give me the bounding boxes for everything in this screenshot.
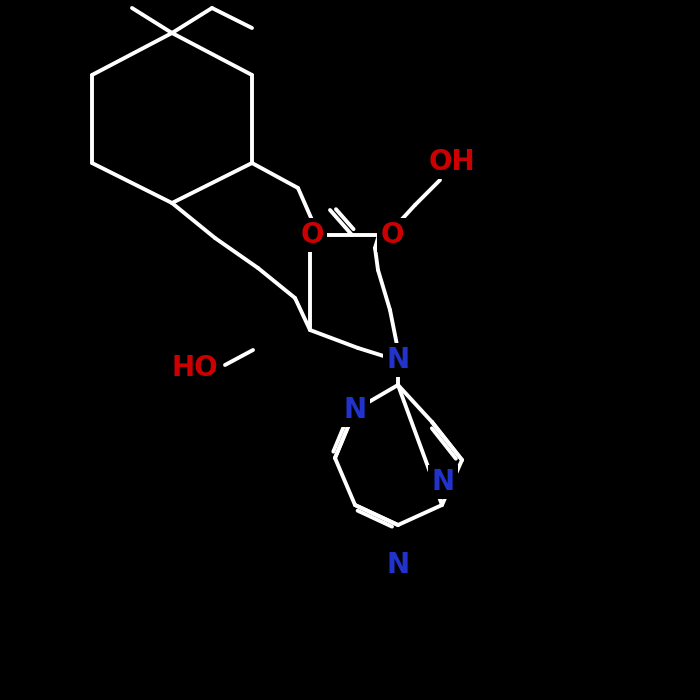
Text: N: N [431,468,454,496]
Text: N: N [386,551,410,579]
Text: N: N [344,396,367,424]
Text: O: O [380,221,404,249]
Text: O: O [300,221,323,249]
Text: N: N [386,346,410,374]
Text: OH: OH [428,148,475,176]
Text: HO: HO [172,354,218,382]
